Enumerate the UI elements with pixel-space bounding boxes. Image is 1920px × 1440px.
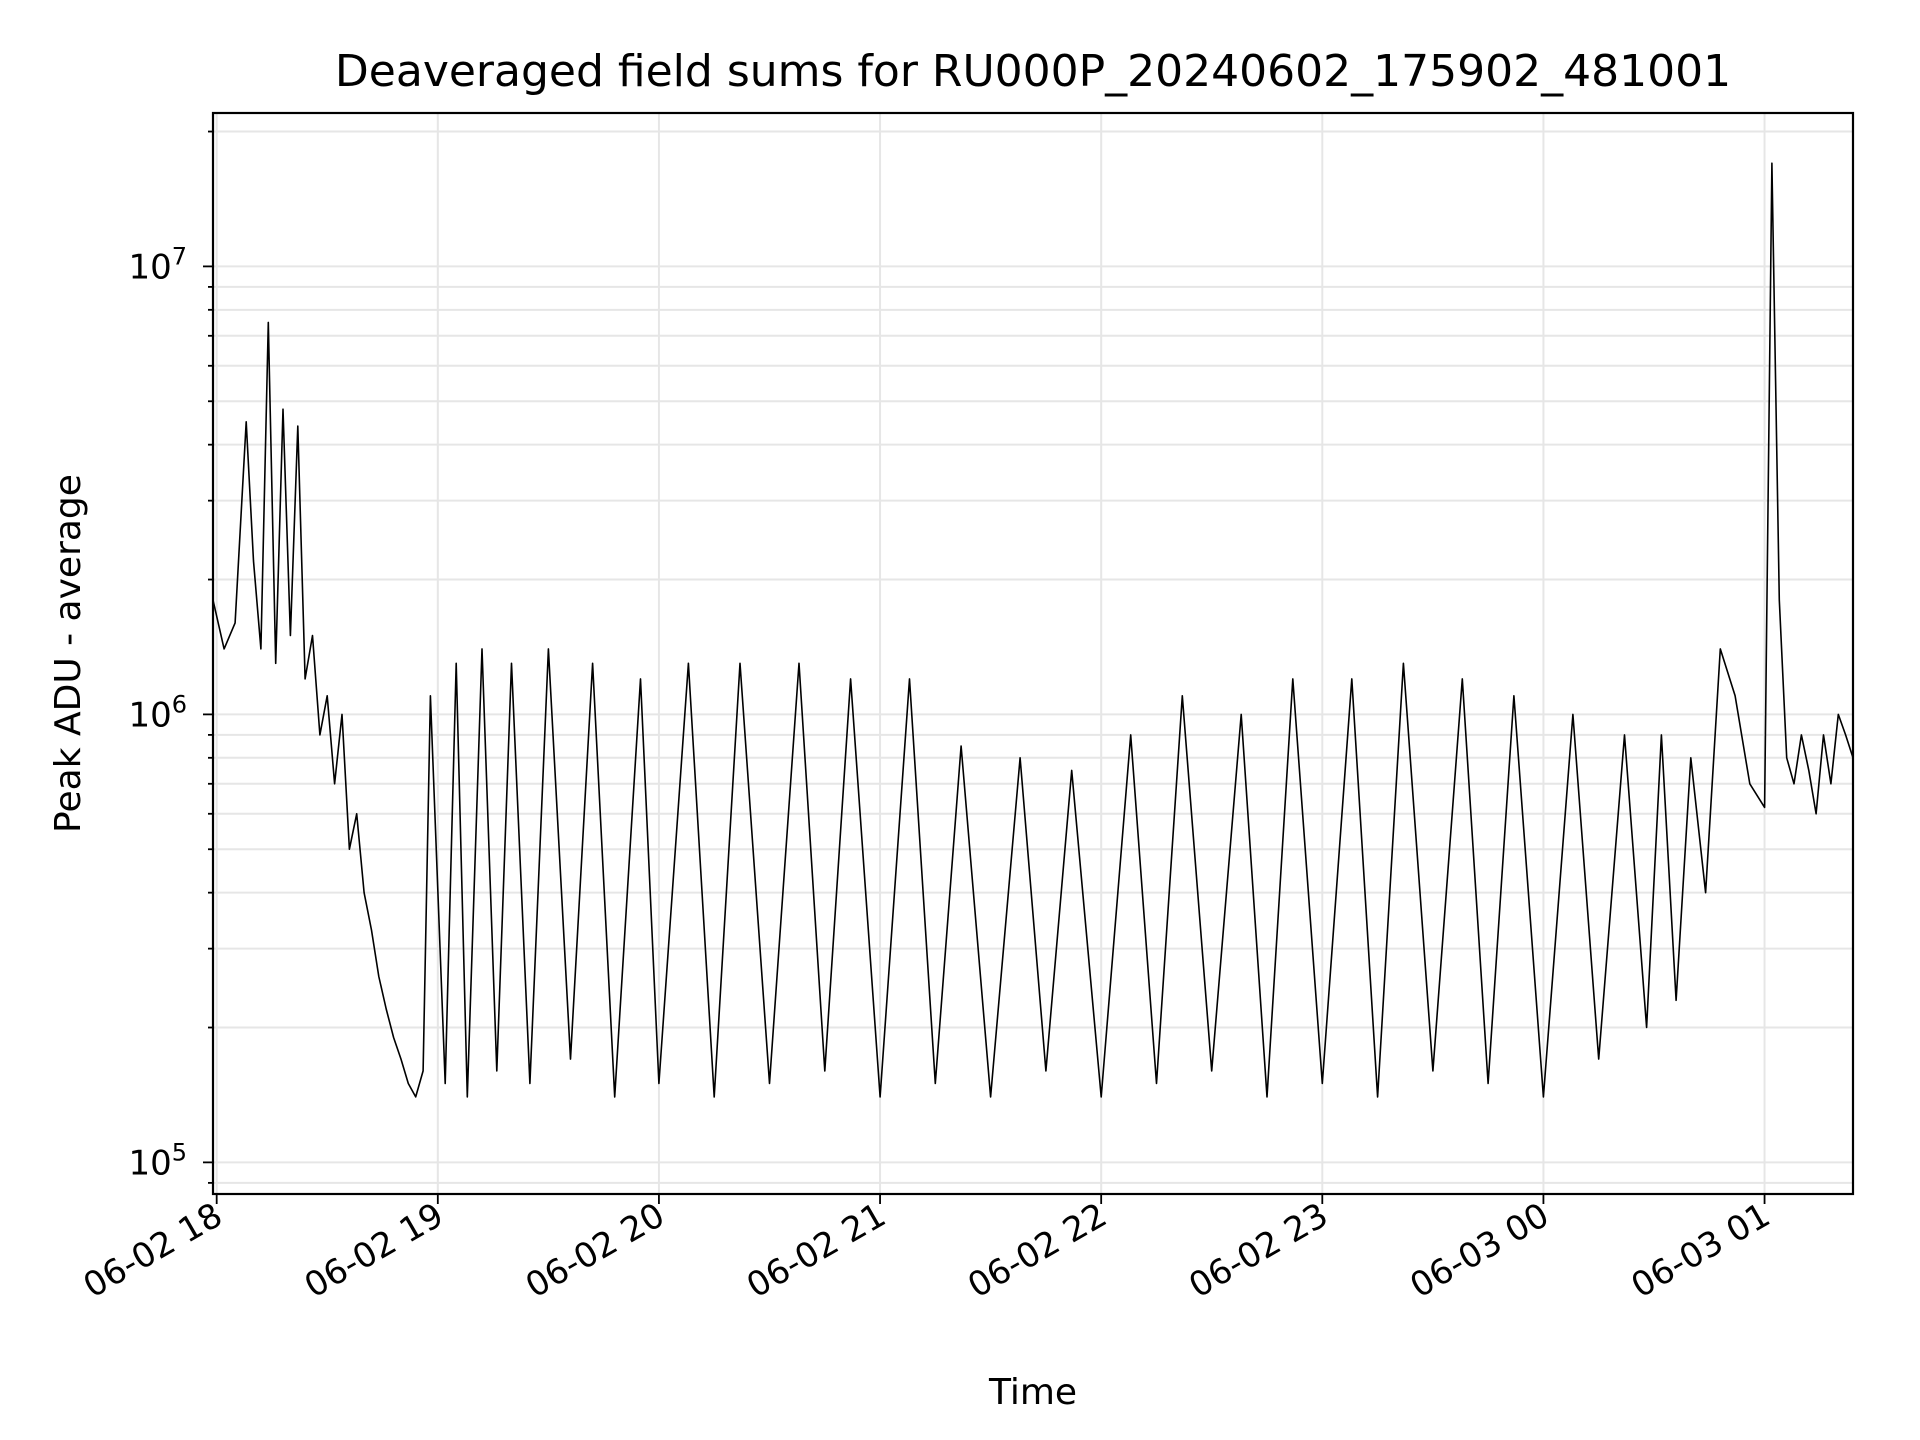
chart-title: Deaveraged field sums for RU000P_2024060…: [335, 46, 1731, 97]
plot-area: [212, 162, 1854, 1098]
x-axis-label: Time: [988, 1372, 1077, 1413]
y-tick-label: 106: [128, 690, 187, 735]
plot-frame: [211, 111, 1855, 1196]
grid: [213, 113, 1853, 1194]
y-axis-label: Peak ADU - average: [48, 474, 89, 833]
y-tick-label: 105: [128, 1138, 187, 1183]
y-tick-label: 107: [128, 242, 187, 287]
series-line: [212, 162, 1854, 1098]
